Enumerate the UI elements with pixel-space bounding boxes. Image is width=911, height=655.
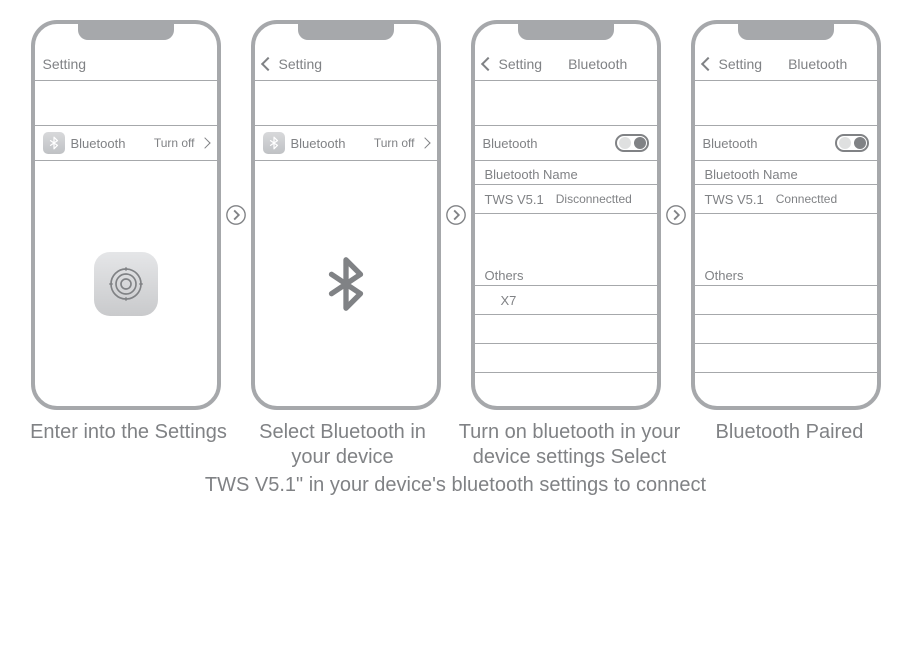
phone-step-3: Setting Bluetooth Bluetooth Bluetooth Na… bbox=[471, 20, 661, 410]
device-name: TWS V5.1 bbox=[485, 192, 544, 207]
bluetooth-status: Turn off bbox=[154, 136, 195, 150]
screen-header: Setting bbox=[35, 48, 217, 81]
bluetooth-row[interactable]: Bluetooth Turn off bbox=[255, 125, 437, 161]
empty-row bbox=[695, 344, 877, 373]
other-device-name: X7 bbox=[501, 293, 517, 308]
sub-caption: TWS V5.1" in your device's bluetooth set… bbox=[10, 472, 901, 498]
bluetooth-name-label: Bluetooth Name bbox=[695, 161, 877, 184]
chevron-left-icon bbox=[700, 57, 714, 71]
bluetooth-icon bbox=[43, 132, 65, 154]
device-name: TWS V5.1 bbox=[705, 192, 764, 207]
chevron-right-icon bbox=[419, 137, 430, 148]
device-row[interactable]: TWS V5.1 Connectted bbox=[695, 184, 877, 214]
device-status: Disconnectted bbox=[556, 192, 632, 206]
screen-header[interactable]: Setting Bluetooth bbox=[695, 48, 877, 81]
other-device-row[interactable]: X7 bbox=[475, 285, 657, 315]
chevron-right-icon bbox=[199, 137, 210, 148]
others-label: Others bbox=[475, 262, 657, 285]
bluetooth-label: Bluetooth bbox=[483, 136, 538, 151]
caption-4: Bluetooth Paired bbox=[690, 420, 890, 470]
screen-header[interactable]: Setting Bluetooth bbox=[475, 48, 657, 81]
phones-row: Setting Bluetooth Turn off bbox=[10, 20, 901, 410]
arrow-icon bbox=[443, 204, 469, 226]
empty-row bbox=[695, 315, 877, 344]
caption-1: Enter into the Settings bbox=[22, 420, 236, 470]
bluetooth-name-label: Bluetooth Name bbox=[475, 161, 657, 184]
header-title: Setting bbox=[43, 56, 87, 72]
header-secondary: Bluetooth bbox=[568, 56, 627, 72]
caption-3: Turn on bluetooth in your device setting… bbox=[450, 420, 690, 470]
bluetooth-icon bbox=[263, 132, 285, 154]
header-title: Setting bbox=[499, 56, 543, 72]
header-title: Setting bbox=[719, 56, 763, 72]
bluetooth-label: Bluetooth bbox=[71, 136, 126, 151]
caption-2: Select Bluetooth in your device bbox=[236, 420, 450, 470]
screen-header[interactable]: Setting bbox=[255, 48, 437, 81]
phone-step-2: Setting Bluetooth Turn off bbox=[251, 20, 441, 410]
bluetooth-label: Bluetooth bbox=[291, 136, 346, 151]
bluetooth-toggle-row[interactable]: Bluetooth bbox=[695, 125, 877, 161]
bluetooth-status: Turn off bbox=[374, 136, 415, 150]
arrow-icon bbox=[663, 204, 689, 226]
arrow-icon bbox=[223, 204, 249, 226]
others-label: Others bbox=[695, 262, 877, 285]
bluetooth-toggle[interactable] bbox=[615, 134, 649, 152]
bluetooth-row[interactable]: Bluetooth Turn off bbox=[35, 125, 217, 161]
empty-row bbox=[475, 344, 657, 373]
settings-app-icon[interactable] bbox=[94, 252, 158, 316]
header-title: Setting bbox=[279, 56, 323, 72]
bluetooth-toggle[interactable] bbox=[835, 134, 869, 152]
empty-row bbox=[695, 285, 877, 315]
device-status: Connectted bbox=[776, 192, 837, 206]
captions-row: Enter into the Settings Select Bluetooth… bbox=[10, 420, 901, 470]
chevron-left-icon bbox=[480, 57, 494, 71]
phone-step-1: Setting Bluetooth Turn off bbox=[31, 20, 221, 410]
bluetooth-toggle-row[interactable]: Bluetooth bbox=[475, 125, 657, 161]
device-row[interactable]: TWS V5.1 Disconnectted bbox=[475, 184, 657, 214]
bluetooth-label: Bluetooth bbox=[703, 136, 758, 151]
header-secondary: Bluetooth bbox=[788, 56, 847, 72]
bluetooth-large-icon bbox=[255, 161, 437, 406]
phone-step-4: Setting Bluetooth Bluetooth Bluetooth Na… bbox=[691, 20, 881, 410]
chevron-left-icon bbox=[260, 57, 274, 71]
empty-row bbox=[475, 315, 657, 344]
